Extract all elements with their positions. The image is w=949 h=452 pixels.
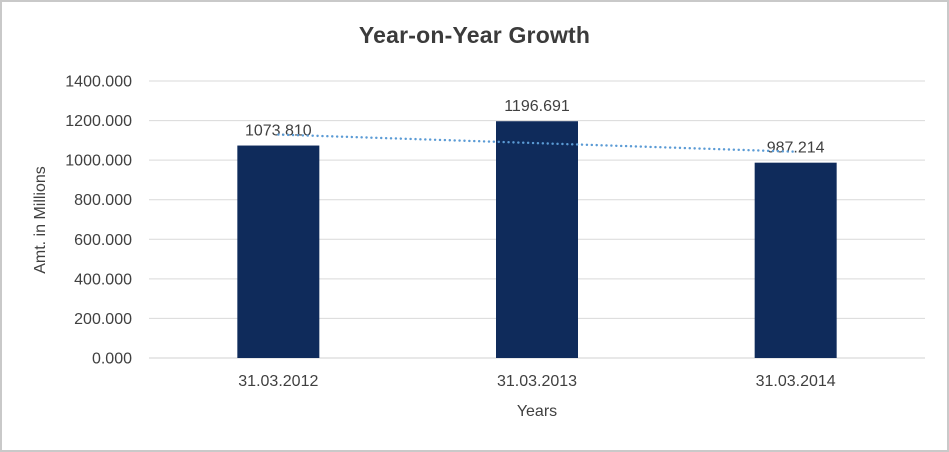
x-tick-label: 31.03.2012 <box>238 373 318 390</box>
bar-value-label: 987.214 <box>767 140 825 157</box>
bar <box>754 162 837 358</box>
bar <box>237 145 320 358</box>
y-tick-label: 200.000 <box>74 311 132 328</box>
y-tick-label: 800.000 <box>74 192 132 209</box>
bar <box>496 121 578 358</box>
x-tick-label: 31.03.2013 <box>497 373 577 390</box>
y-tick-label: 1400.000 <box>65 74 132 91</box>
y-tick-label: 600.000 <box>74 232 132 249</box>
bar-value-label: 1196.691 <box>504 98 570 115</box>
x-axis-title: Years <box>516 403 558 420</box>
y-tick-label: 0.000 <box>92 351 132 368</box>
y-tick-label: 400.000 <box>74 271 132 288</box>
y-tick-label: 1200.000 <box>65 113 132 130</box>
y-tick-label: 1000.000 <box>65 153 132 170</box>
trendline <box>277 133 797 153</box>
bar-value-label: 1073.810 <box>245 123 312 140</box>
x-tick-label: 31.03.2014 <box>756 373 836 390</box>
chart-title: Year-on-Year Growth <box>358 22 591 48</box>
